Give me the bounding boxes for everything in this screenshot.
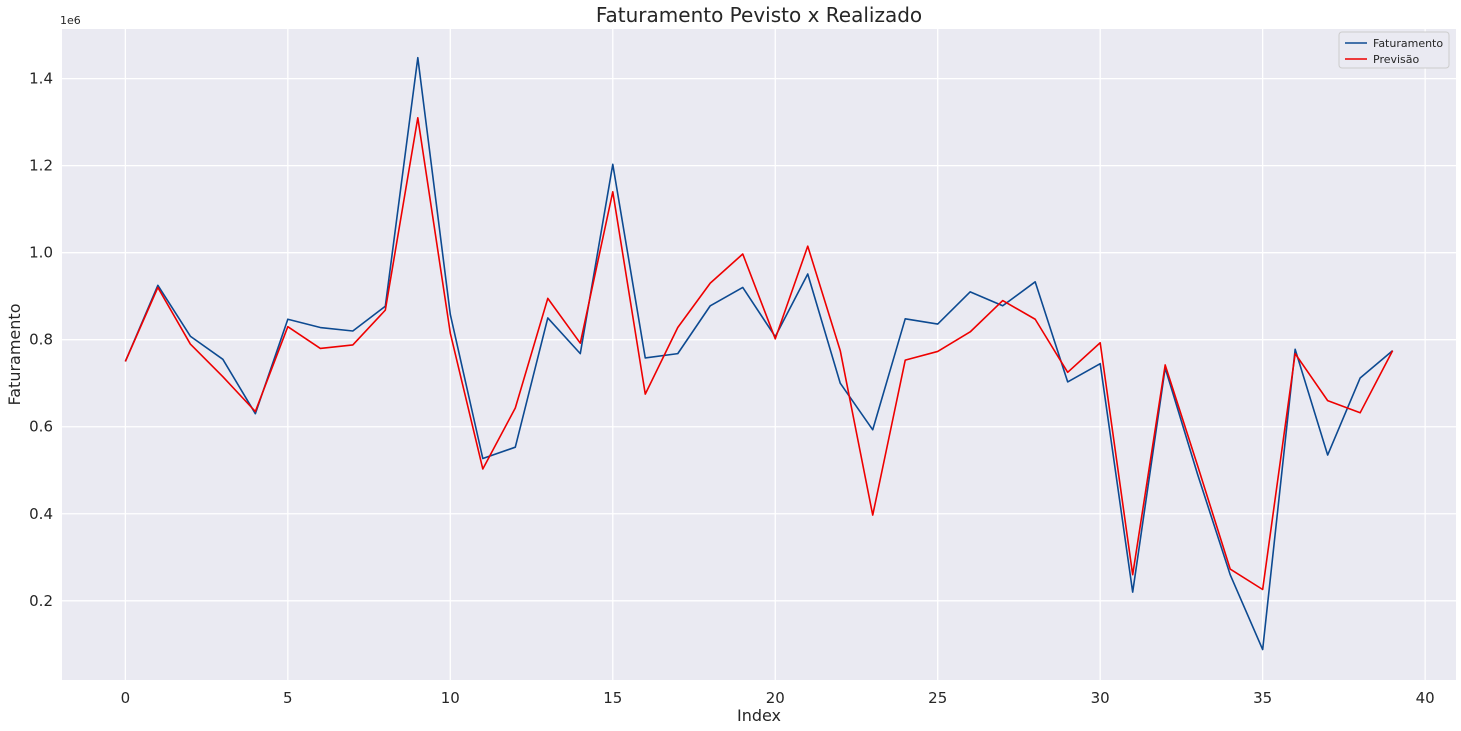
chart-title: Faturamento Pevisto x Realizado xyxy=(596,3,922,27)
series-lines xyxy=(124,56,1394,651)
y-tick-label: 0.6 xyxy=(29,418,53,436)
tick-labels: 0 5 10 15 20 25 30 35 40 0.2 0.4 0.6 0.8 1.0 1.2 1.4 xyxy=(29,70,1435,707)
x-tick-label: 30 xyxy=(1091,689,1110,707)
plot-area xyxy=(62,29,1456,680)
x-tick-label: 20 xyxy=(766,689,785,707)
x-tick-label: 35 xyxy=(1253,689,1272,707)
x-axis-label: Index xyxy=(737,706,781,725)
x-tick-label: 40 xyxy=(1416,689,1435,707)
x-tick-label: 25 xyxy=(928,689,947,707)
y-axis-label: Faturamento xyxy=(5,304,24,406)
series-line-faturamento xyxy=(124,56,1394,651)
legend: Faturamento Previsão xyxy=(1338,31,1450,69)
x-tick-label: 0 xyxy=(121,689,131,707)
y-tick-label: 0.2 xyxy=(29,592,53,610)
y-tick-label: 0.4 xyxy=(29,505,53,523)
y-axis-offset-label: 1e6 xyxy=(60,14,81,27)
y-tick-label: 1.2 xyxy=(29,157,53,175)
y-tick-label: 1.0 xyxy=(29,244,53,262)
y-tick-label: 1.4 xyxy=(29,70,53,88)
legend-entry: Previsão xyxy=(1373,53,1420,66)
x-tick-label: 15 xyxy=(603,689,622,707)
series-line-previsão xyxy=(124,116,1394,591)
x-tick-label: 10 xyxy=(441,689,460,707)
y-tick-label: 0.8 xyxy=(29,331,53,349)
x-tick-label: 5 xyxy=(283,689,293,707)
grid xyxy=(62,29,1456,680)
legend-entry: Faturamento xyxy=(1373,37,1443,50)
